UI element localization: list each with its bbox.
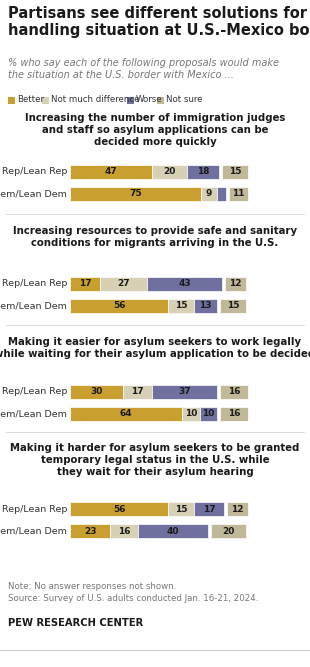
Bar <box>194 502 224 516</box>
Text: % who say each of the following proposals would make
the situation at the U.S. b: % who say each of the following proposal… <box>8 58 279 81</box>
Bar <box>70 299 168 313</box>
Text: Making it easier for asylum seekers to work legally
while waiting for their asyl: Making it easier for asylum seekers to w… <box>0 337 310 359</box>
Text: 47: 47 <box>105 167 117 177</box>
Text: 12: 12 <box>229 279 242 289</box>
Bar <box>70 385 122 399</box>
Bar <box>70 277 100 291</box>
Bar <box>152 165 187 179</box>
Text: 64: 64 <box>120 410 132 418</box>
Text: 43: 43 <box>178 279 191 289</box>
Text: 9: 9 <box>206 189 212 199</box>
Bar <box>138 524 208 538</box>
Bar <box>70 187 201 201</box>
Bar <box>42 97 49 103</box>
Bar <box>211 524 246 538</box>
Text: Worse: Worse <box>136 95 163 105</box>
Bar <box>157 97 164 103</box>
Text: 17: 17 <box>78 279 91 289</box>
Bar <box>222 165 248 179</box>
Bar <box>227 502 248 516</box>
Text: 17: 17 <box>131 388 144 396</box>
Text: 16: 16 <box>228 410 240 418</box>
Bar <box>220 299 246 313</box>
Text: Increasing the number of immigration judges
and staff so asylum applications can: Increasing the number of immigration jud… <box>25 113 285 147</box>
Text: Dem/Lean Dem: Dem/Lean Dem <box>0 526 67 536</box>
Bar <box>70 524 110 538</box>
Bar <box>229 187 248 201</box>
Text: 12: 12 <box>231 504 244 514</box>
Text: Dem/Lean Dem: Dem/Lean Dem <box>0 189 67 199</box>
Text: Partisans see different solutions for
handling situation at U.S.-Mexico border: Partisans see different solutions for ha… <box>8 6 310 39</box>
Text: 56: 56 <box>113 301 125 311</box>
Bar <box>220 407 248 421</box>
Text: Dem/Lean Dem: Dem/Lean Dem <box>0 410 67 418</box>
Text: Rep/Lean Rep: Rep/Lean Rep <box>2 504 67 514</box>
Text: 75: 75 <box>129 189 142 199</box>
Text: Rep/Lean Rep: Rep/Lean Rep <box>2 388 67 396</box>
Bar <box>147 277 222 291</box>
Text: 11: 11 <box>232 189 245 199</box>
Bar <box>110 524 138 538</box>
Bar <box>187 165 219 179</box>
Bar <box>194 299 217 313</box>
Bar <box>127 97 134 103</box>
Text: Better: Better <box>17 95 44 105</box>
Bar <box>152 385 217 399</box>
Text: 56: 56 <box>113 504 125 514</box>
Bar <box>70 502 168 516</box>
Text: 13: 13 <box>199 301 212 311</box>
Text: Dem/Lean Dem: Dem/Lean Dem <box>0 301 67 311</box>
Text: 18: 18 <box>197 167 209 177</box>
Text: 16: 16 <box>228 388 240 396</box>
Text: 15: 15 <box>175 504 187 514</box>
Text: 10: 10 <box>202 410 215 418</box>
Text: Note: No answer responses not shown.
Source: Survey of U.S. adults conducted Jan: Note: No answer responses not shown. Sou… <box>8 582 258 603</box>
Text: Not sure: Not sure <box>166 95 202 105</box>
Bar <box>122 385 152 399</box>
Bar <box>70 407 182 421</box>
Text: 20: 20 <box>164 167 176 177</box>
Bar <box>225 277 246 291</box>
Text: 23: 23 <box>84 526 96 536</box>
Text: 15: 15 <box>175 301 187 311</box>
Text: 17: 17 <box>203 504 215 514</box>
Bar <box>200 407 217 421</box>
Bar <box>220 385 248 399</box>
Text: 15: 15 <box>229 167 241 177</box>
Bar <box>168 299 194 313</box>
Bar <box>168 502 194 516</box>
Bar <box>201 187 217 201</box>
Text: Making it harder for asylum seekers to be granted
temporary legal status in the : Making it harder for asylum seekers to b… <box>10 443 300 477</box>
Text: 40: 40 <box>167 526 179 536</box>
Text: Rep/Lean Rep: Rep/Lean Rep <box>2 279 67 289</box>
Text: Increasing resources to provide safe and sanitary
conditions for migrants arrivi: Increasing resources to provide safe and… <box>13 226 297 248</box>
Text: Not much difference: Not much difference <box>51 95 139 105</box>
Text: 27: 27 <box>117 279 130 289</box>
Bar <box>217 187 226 201</box>
Bar <box>70 165 152 179</box>
Text: 10: 10 <box>184 410 197 418</box>
Bar <box>182 407 200 421</box>
Text: 20: 20 <box>223 526 235 536</box>
Text: Rep/Lean Rep: Rep/Lean Rep <box>2 167 67 177</box>
Text: 15: 15 <box>227 301 239 311</box>
Bar <box>8 97 15 103</box>
Text: 37: 37 <box>178 388 191 396</box>
Bar <box>100 277 147 291</box>
Text: 16: 16 <box>118 526 131 536</box>
Text: 30: 30 <box>90 388 102 396</box>
Text: PEW RESEARCH CENTER: PEW RESEARCH CENTER <box>8 618 143 628</box>
